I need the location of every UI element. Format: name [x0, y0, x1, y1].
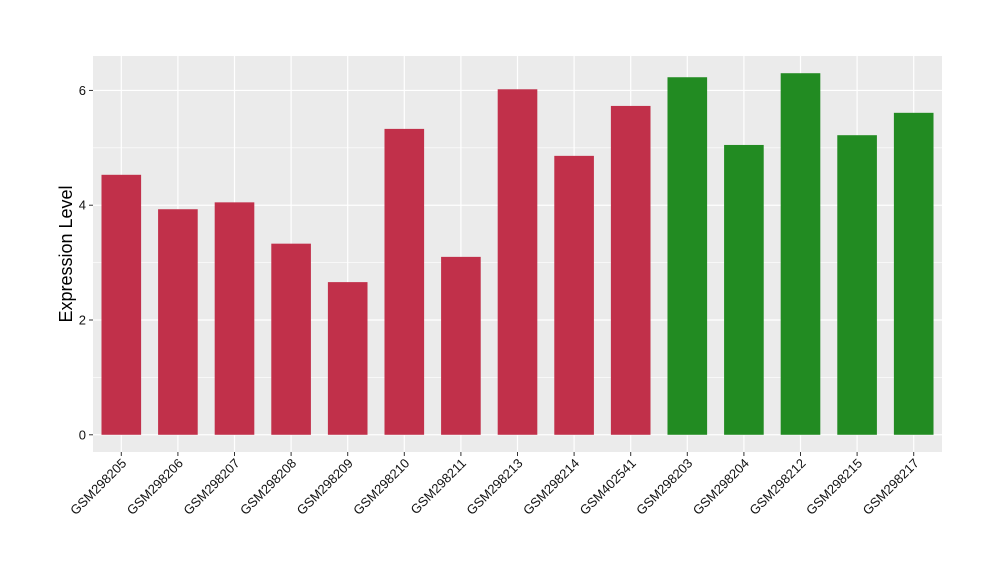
bar — [441, 256, 481, 435]
bar — [101, 174, 142, 435]
x-tick-label: GSM298215 — [803, 456, 865, 518]
x-tick-label: GSM298207 — [180, 456, 242, 518]
bar — [384, 128, 425, 435]
y-tick-label: 4 — [79, 198, 86, 213]
bar — [497, 89, 538, 435]
y-axis: 0 2 4 6 — [79, 83, 93, 442]
y-tick-label: 6 — [79, 83, 86, 98]
bar — [893, 112, 934, 435]
bar — [554, 155, 594, 435]
bar — [158, 209, 198, 435]
bar — [271, 243, 311, 435]
x-axis: GSM298205GSM298206GSM298207GSM298208GSM2… — [67, 452, 922, 518]
x-tick-label: GSM298209 — [294, 456, 356, 518]
y-tick-label: 2 — [79, 313, 86, 328]
bar — [780, 73, 821, 435]
bar — [667, 77, 708, 435]
x-tick-label: GSM298217 — [860, 456, 922, 518]
y-tick-label: 0 — [79, 427, 86, 442]
x-tick-label: GSM298204 — [690, 456, 752, 518]
x-tick-label: GSM298214 — [520, 456, 582, 518]
x-tick-label: GSM298211 — [407, 456, 469, 518]
x-tick-label: GSM298205 — [67, 456, 129, 518]
bar — [327, 282, 368, 435]
x-tick-label: GSM298208 — [237, 456, 299, 518]
x-tick-label: GSM298206 — [124, 456, 186, 518]
x-tick-label: GSM298210 — [350, 456, 412, 518]
y-axis-title: Expression Level — [56, 185, 76, 322]
bar — [610, 105, 651, 435]
x-tick-label: GSM402541 — [577, 456, 639, 518]
x-tick-label: GSM298203 — [633, 456, 695, 518]
x-tick-label: GSM298213 — [463, 456, 525, 518]
x-tick-label: GSM298212 — [746, 456, 808, 518]
bar — [724, 144, 764, 435]
bar — [214, 202, 255, 435]
bars — [101, 73, 934, 435]
bar — [837, 135, 877, 435]
